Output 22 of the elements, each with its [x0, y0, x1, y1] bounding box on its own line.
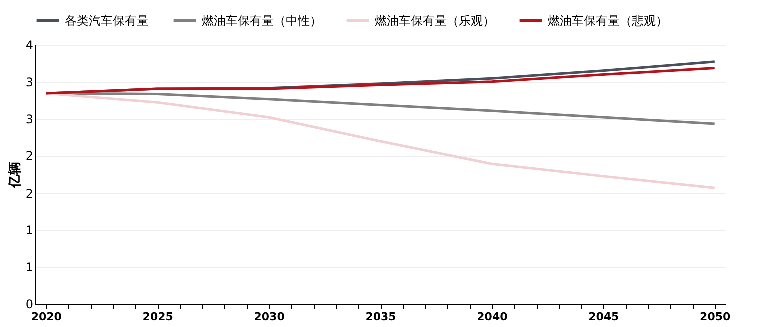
x-tick-label: 2020: [31, 310, 62, 324]
y-tick-label: 0: [26, 298, 34, 312]
x-tick-label: 2045: [588, 310, 620, 324]
line-series: [44, 92, 716, 190]
line-series: [44, 67, 716, 95]
y-tick-label: 3: [26, 75, 34, 90]
x-tick-label: 2025: [142, 310, 174, 324]
x-tick-label: 2030: [254, 310, 286, 324]
legend-label: 燃油车保有量（悲观）: [548, 14, 668, 28]
y-tick-label: 3: [26, 112, 34, 126]
x-tick-label: 2050: [700, 310, 732, 324]
y-tick-label: 1: [26, 260, 34, 275]
x-tick-label: 2035: [366, 310, 396, 324]
y-tick-label: 2: [26, 149, 34, 164]
x-tick-label: 2040: [477, 310, 508, 324]
legend-label: 各类汽车保有量: [65, 14, 149, 28]
legend-label: 燃油车保有量（中性）: [202, 14, 322, 28]
y-axis-title: 亿辆: [8, 162, 23, 189]
y-tick-label: 4: [26, 38, 34, 52]
y-tick-label: 2: [26, 186, 34, 201]
legend-label: 燃油车保有量（乐观）: [375, 14, 495, 28]
y-tick-label: 1: [26, 224, 34, 238]
